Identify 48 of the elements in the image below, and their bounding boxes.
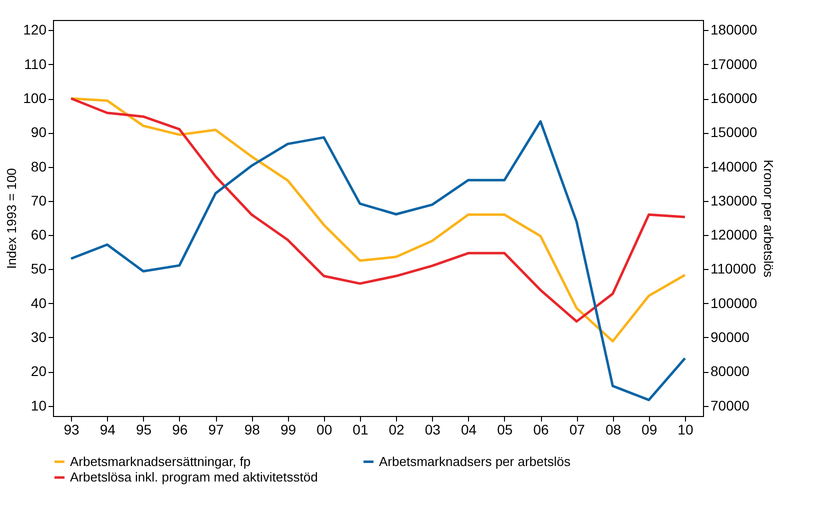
x-tick-label: 10 (678, 422, 694, 438)
y2-tick-label: 80000 (710, 363, 750, 380)
y-tick-label: 50 (30, 260, 47, 277)
y2-tick-label: 100000 (710, 294, 758, 311)
y2-tick-label: 90000 (710, 328, 750, 345)
y2-tick-label: 170000 (710, 56, 758, 72)
x-tick-label: 03 (424, 422, 441, 438)
y-tick-label: 70 (30, 192, 47, 208)
legend-label: Arbetslösa inkl. program med aktivitetsstöd (70, 470, 318, 484)
x-tick-label: 98 (244, 422, 260, 438)
x-tick-label: 05 (497, 422, 513, 438)
x-tick-label: 99 (280, 422, 296, 438)
x-tick-label: 06 (533, 422, 549, 438)
y2-tick-label: 140000 (710, 158, 758, 174)
x-tick-label: 02 (388, 422, 405, 438)
y2-tick-label: 160000 (710, 90, 758, 106)
line-series (70, 120, 686, 402)
y-tick-label: 10 (30, 397, 47, 414)
legend-label: Arbetsmarknadsersättningar, fp (70, 454, 251, 469)
x-tick-label: 00 (316, 422, 332, 438)
y-tick-label: 100 (23, 90, 47, 106)
y2-tick-label: 130000 (710, 192, 758, 208)
x-tick-label: 07 (569, 422, 586, 438)
y2-tick-label: 110000 (710, 260, 756, 277)
y2-tick-label: 70000 (710, 397, 750, 414)
y2-tick-label: 180000 (710, 22, 758, 38)
y2-tick-label: 150000 (710, 124, 758, 140)
x-tick-label: 96 (172, 422, 188, 438)
y-tick-label: 60 (30, 226, 47, 243)
y-tick-label: 90 (30, 124, 47, 140)
x-tick-label: 08 (605, 422, 622, 438)
y-tick-label: 110 (24, 56, 47, 72)
y-axis-title: Index 1993 = 100 (4, 168, 20, 269)
y2-axis-title: Kronor per arbetslös (761, 160, 776, 278)
y2-tick-label: 120000 (710, 226, 758, 243)
x-tick-label: 01 (352, 422, 368, 438)
x-tick-label: 97 (208, 422, 224, 438)
legend-label: Arbetsmarknadsers per arbetslös (379, 454, 571, 469)
y-tick-label: 20 (30, 363, 47, 380)
y-tick-label: 40 (30, 294, 47, 311)
x-tick-label: 04 (460, 422, 477, 438)
x-tick-label: 09 (642, 422, 658, 438)
x-tick-label: 94 (100, 422, 116, 438)
x-tick-label: 93 (64, 422, 80, 438)
y-tick-label: 120 (23, 22, 47, 38)
y-tick-label: 30 (30, 328, 47, 345)
y-tick-label: 80 (30, 158, 47, 174)
x-tick-label: 95 (136, 422, 152, 438)
